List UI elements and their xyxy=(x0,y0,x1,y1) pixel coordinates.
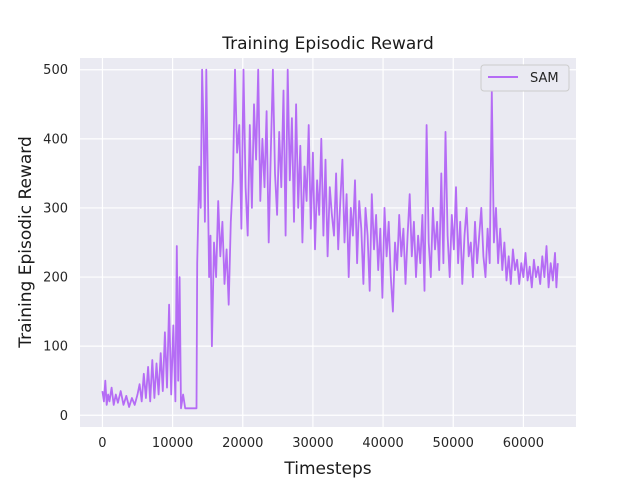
x-tick-labels: 0 10000 20000 30000 40000 50000 60000 xyxy=(98,436,544,451)
y-tick-label: 400 xyxy=(43,132,68,147)
y-tick-label: 200 xyxy=(43,271,68,286)
legend: SAM xyxy=(480,64,570,92)
y-axis-label: Training Episodic Reward xyxy=(16,136,36,349)
x-axis-label: Timesteps xyxy=(283,459,371,479)
chart-title: Training Episodic Reward xyxy=(221,34,434,54)
legend-label-sam: SAM xyxy=(530,71,559,86)
y-tick-label: 100 xyxy=(43,340,68,355)
series-layer xyxy=(101,68,559,410)
x-tick-label: 50000 xyxy=(433,436,474,451)
x-tick-label: 30000 xyxy=(292,436,333,451)
y-tick-label: 500 xyxy=(43,63,68,78)
x-tick-label: 20000 xyxy=(222,436,263,451)
x-tick-label: 10000 xyxy=(152,436,193,451)
x-tick-label: 40000 xyxy=(362,436,403,451)
x-tick-label: 0 xyxy=(98,436,106,451)
y-tick-label: 0 xyxy=(60,409,68,424)
series-line-sam xyxy=(101,68,559,410)
x-tick-label: 60000 xyxy=(503,436,544,451)
y-tick-label: 300 xyxy=(43,201,68,216)
y-tick-labels: 0 100 200 300 400 500 xyxy=(43,63,68,424)
legend-box xyxy=(480,64,570,92)
